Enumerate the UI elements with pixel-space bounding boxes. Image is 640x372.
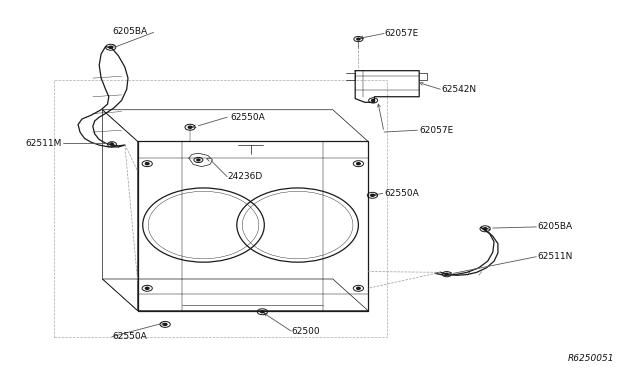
Text: 6205BA: 6205BA: [538, 222, 573, 231]
Circle shape: [145, 287, 149, 289]
Circle shape: [445, 273, 448, 275]
Text: 62550A: 62550A: [112, 332, 147, 341]
Circle shape: [357, 38, 360, 40]
Text: 62057E: 62057E: [419, 126, 454, 135]
Circle shape: [372, 100, 374, 101]
Text: 62542N: 62542N: [442, 85, 477, 94]
Circle shape: [483, 228, 487, 230]
Text: 62511N: 62511N: [538, 252, 573, 261]
Text: 6205BA: 6205BA: [112, 27, 147, 36]
Circle shape: [356, 163, 360, 165]
Circle shape: [197, 159, 200, 161]
Text: R6250051: R6250051: [568, 355, 614, 363]
Text: 62511M: 62511M: [26, 139, 62, 148]
Circle shape: [111, 144, 113, 145]
Text: 62550A: 62550A: [230, 113, 265, 122]
Text: 24236D: 24236D: [227, 172, 262, 181]
Circle shape: [163, 323, 167, 326]
Text: 62550A: 62550A: [384, 189, 419, 198]
Circle shape: [356, 287, 360, 289]
Text: 62057E: 62057E: [384, 29, 419, 38]
Circle shape: [371, 194, 374, 196]
Circle shape: [109, 46, 113, 48]
Circle shape: [145, 163, 149, 165]
Text: 62500: 62500: [291, 327, 320, 336]
Circle shape: [188, 126, 192, 128]
Circle shape: [260, 311, 264, 313]
